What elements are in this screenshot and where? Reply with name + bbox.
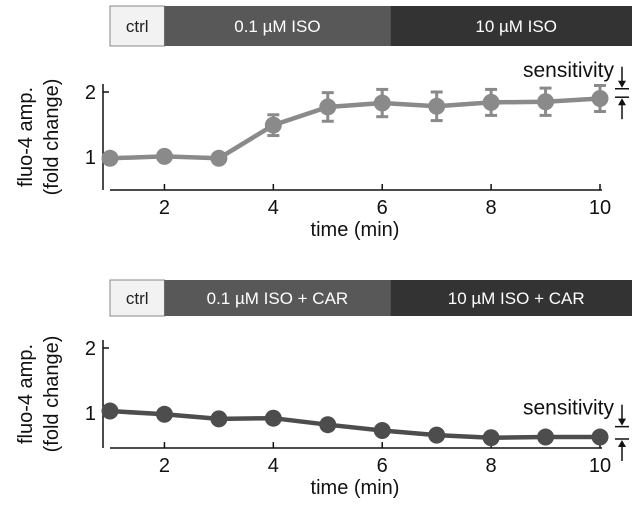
data-point	[210, 410, 228, 428]
condition-segment	[164, 6, 391, 46]
x-tick-label: 8	[486, 455, 497, 477]
sensitivity-arrowhead	[618, 418, 626, 426]
x-tick-label: 2	[159, 197, 170, 219]
data-point	[482, 93, 500, 111]
data-point	[319, 416, 337, 434]
data-point	[210, 149, 228, 167]
y-axis-label: (fold change)	[41, 79, 63, 196]
data-point	[537, 93, 555, 111]
x-tick-label: 6	[377, 455, 388, 477]
y-tick-label: 1	[85, 403, 96, 425]
data-point	[428, 426, 446, 444]
series-line	[109, 96, 601, 161]
condition-segment	[109, 279, 165, 317]
x-axis-label: time (min)	[311, 477, 400, 499]
data-point	[155, 147, 173, 165]
data-point	[101, 149, 119, 167]
data-point	[482, 429, 500, 447]
condition-bar: ctrl 0.1 µM ISO 10 µM ISO	[109, 5, 632, 47]
x-tick-label: 6	[377, 197, 388, 219]
data-point	[264, 116, 282, 134]
data-point	[428, 97, 446, 115]
x-tick-label: 2	[159, 455, 170, 477]
y-axis-label: (fold change)	[41, 336, 63, 453]
y-tick-label: 1	[85, 147, 96, 169]
y-tick-label: 2	[85, 82, 96, 104]
x-tick-label: 4	[268, 455, 279, 477]
sensitivity-arrowhead	[618, 440, 626, 447]
condition-label: ctrl	[126, 17, 149, 36]
condition-segment	[164, 280, 391, 316]
condition-segment	[390, 280, 632, 316]
sensitivity-annotation: sensitivity	[523, 397, 629, 461]
data-series	[101, 84, 609, 167]
condition-label: ctrl	[126, 289, 149, 308]
x-tick-label: 8	[486, 197, 497, 219]
condition-bar: ctrl 0.1 µM ISO + CAR 10 µM ISO + CAR	[109, 279, 632, 317]
y-axis-label: fluo-4 amp.	[15, 344, 37, 444]
condition-label: 10 µM ISO	[475, 17, 557, 36]
series-line	[109, 408, 600, 440]
sensitivity-arrowhead	[618, 80, 626, 88]
data-point	[155, 405, 173, 423]
condition-label: 10 µM ISO + CAR	[448, 289, 585, 308]
data-point	[591, 90, 609, 107]
data-point	[373, 422, 391, 440]
sensitivity-annotation: sensitivity	[523, 59, 629, 120]
data-point	[591, 428, 609, 446]
y-axis-label: fluo-4 amp.	[15, 87, 37, 187]
x-axis-label: time (min)	[311, 219, 400, 241]
data-point	[264, 409, 282, 427]
data-point	[537, 428, 555, 446]
data-point	[319, 98, 337, 116]
x-tick-label: 4	[268, 197, 279, 219]
x-tick-label: 10	[589, 455, 611, 477]
x-tick-label: 10	[589, 197, 611, 219]
top-panel: ctrl 0.1 µM ISO 10 µM ISO 1 2 2 4 6 8 10 time (min…	[15, 5, 632, 241]
y-tick-label: 2	[85, 338, 96, 360]
condition-label: 0.1 µM ISO + CAR	[207, 289, 349, 308]
condition-segment	[109, 5, 165, 47]
condition-segment	[390, 6, 632, 46]
sensitivity-arrowhead	[618, 98, 626, 106]
data-point	[101, 402, 119, 420]
sensitivity-label: sensitivity	[523, 59, 615, 82]
bottom-panel: ctrl 0.1 µM ISO + CAR 10 µM ISO + CAR 1 2 2 4 6…	[15, 279, 632, 499]
condition-label: 0.1 µM ISO	[234, 17, 320, 36]
sensitivity-label: sensitivity	[523, 397, 615, 420]
data-point	[373, 94, 391, 112]
data-series	[101, 402, 609, 447]
